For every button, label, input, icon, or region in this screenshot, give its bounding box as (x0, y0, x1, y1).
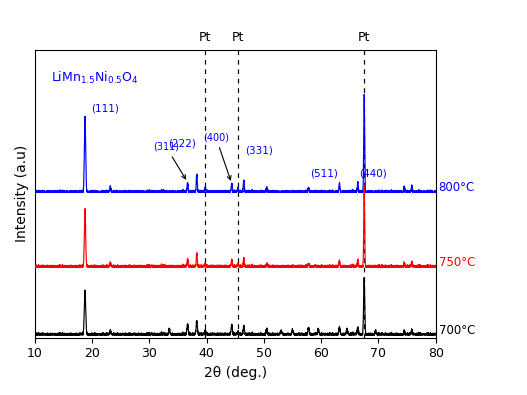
Text: (400): (400) (203, 132, 231, 180)
Text: Pt: Pt (232, 31, 244, 44)
Text: Pt: Pt (199, 31, 211, 44)
Text: 750°C: 750°C (438, 256, 475, 269)
Text: (111): (111) (91, 104, 119, 114)
Text: 700°C: 700°C (438, 324, 475, 337)
Text: 800°C: 800°C (438, 181, 475, 194)
X-axis label: 2θ (deg.): 2θ (deg.) (203, 366, 267, 380)
Y-axis label: Intensity (a.u): Intensity (a.u) (15, 145, 29, 243)
Text: (331): (331) (245, 146, 273, 156)
Text: (222): (222) (168, 139, 196, 149)
Text: Pt: Pt (358, 31, 370, 44)
Text: (511): (511) (310, 168, 338, 179)
Text: LiMn$_{1.5}$Ni$_{0.5}$O$_4$: LiMn$_{1.5}$Ni$_{0.5}$O$_4$ (51, 70, 138, 86)
Text: (440): (440) (359, 168, 387, 179)
Text: (311): (311) (153, 142, 186, 179)
